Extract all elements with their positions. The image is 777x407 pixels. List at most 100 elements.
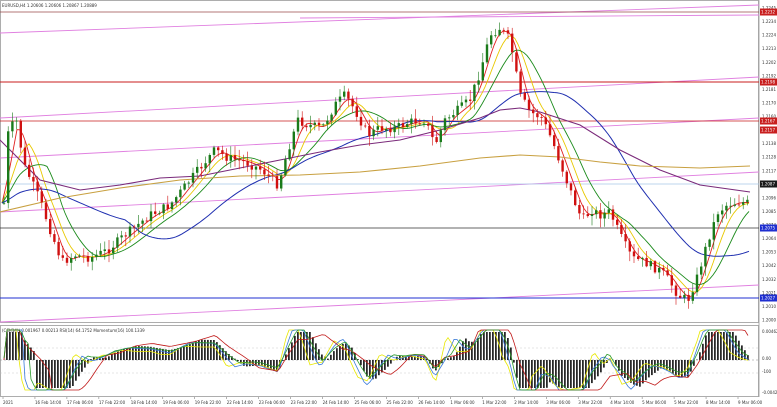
price-scale-label: 1.2192 xyxy=(762,73,776,78)
candle-body xyxy=(254,166,258,170)
candle-body xyxy=(116,237,119,248)
candle-body xyxy=(603,212,606,219)
histogram-bar xyxy=(573,360,575,388)
horizontal-levels[interactable] xyxy=(0,11,759,299)
candle-body xyxy=(721,210,724,215)
candle-body xyxy=(406,124,409,127)
histogram-bar xyxy=(333,351,335,360)
candle-body xyxy=(578,205,581,214)
histogram-bar xyxy=(156,348,158,360)
candle-body xyxy=(179,189,182,198)
histogram-bar xyxy=(615,360,617,366)
histogram-bar xyxy=(360,360,362,366)
candle-body xyxy=(485,44,489,63)
price-tag xyxy=(760,294,777,302)
histogram-bar xyxy=(507,338,509,360)
candle-body xyxy=(561,160,564,172)
price-scale-label: 1.2021 xyxy=(762,290,776,295)
histogram-bar xyxy=(387,360,389,367)
candle-body xyxy=(519,71,522,93)
histogram-bar xyxy=(186,344,188,360)
candle-body xyxy=(414,118,417,124)
candle-body xyxy=(95,254,98,257)
histogram-bar xyxy=(24,340,26,360)
histogram-bar xyxy=(462,341,464,360)
candle-body xyxy=(183,183,186,190)
histogram-bar xyxy=(267,360,269,369)
histogram-bar xyxy=(456,352,458,360)
histogram-bar xyxy=(114,352,116,360)
histogram-bar xyxy=(588,360,590,388)
histogram-bar xyxy=(273,360,275,371)
candle-body xyxy=(15,120,18,122)
time-label: 23 Feb 22:00 xyxy=(291,400,318,405)
candle-body xyxy=(385,128,388,131)
histogram-bar xyxy=(546,360,548,388)
ma-blue-line xyxy=(1,91,750,257)
price-scale-label: 1.2032 xyxy=(762,277,776,282)
candle-body xyxy=(204,163,207,169)
symbol-info: EURUSD,H4 1.20606 1.20606 1.20867 1.2088… xyxy=(2,3,97,8)
candle-body xyxy=(225,154,228,161)
histogram-bar xyxy=(231,356,233,360)
time-axis: 2021 16 Feb 14:00 17 Feb 06:00 17 Feb 22:00… xyxy=(2,397,763,405)
ma-purple-line xyxy=(0,107,751,193)
trend-lines[interactable] xyxy=(0,4,760,323)
candle-body xyxy=(532,109,535,114)
candle-body xyxy=(452,115,455,118)
candle-body xyxy=(221,150,224,154)
histogram-bar xyxy=(567,360,569,388)
histogram-bar xyxy=(141,346,143,360)
candle-body xyxy=(494,35,497,37)
histogram-bar xyxy=(495,332,497,360)
candle-body xyxy=(267,174,270,176)
candle-body xyxy=(309,124,312,128)
indicator-info: (CCI(14)) 0.001967 0.00213 RSI(14) 64.17… xyxy=(2,328,145,333)
candle-body xyxy=(166,204,169,209)
candle-body xyxy=(149,211,153,222)
candle-body xyxy=(271,175,274,177)
candle-body xyxy=(368,125,371,137)
candle-body xyxy=(242,160,245,162)
histogram-bar xyxy=(522,360,524,388)
osc-red-line xyxy=(3,329,749,391)
histogram-bar xyxy=(624,360,626,378)
candle-body xyxy=(628,241,631,252)
candle-body xyxy=(200,166,203,169)
candle-body xyxy=(410,118,413,125)
histogram-bar xyxy=(294,335,296,360)
candle-body xyxy=(187,182,190,184)
candle-body xyxy=(99,250,102,255)
histogram-bar xyxy=(153,347,155,360)
histogram-bar xyxy=(543,360,545,388)
histogram-bar xyxy=(54,360,56,388)
histogram-bar xyxy=(177,348,179,360)
histogram-bar xyxy=(741,345,743,360)
histogram-bar xyxy=(342,344,344,360)
price-tag xyxy=(760,8,777,16)
histogram-bar xyxy=(207,339,209,360)
histogram-bar xyxy=(33,351,35,360)
indicator-scale-label: -100 xyxy=(762,369,772,374)
candle-body xyxy=(343,91,346,97)
time-label: 23 Feb 06:00 xyxy=(259,400,286,405)
candle-body xyxy=(124,235,127,237)
candle-body xyxy=(322,124,325,126)
histogram-bar xyxy=(189,343,191,360)
histogram-bar xyxy=(528,360,530,388)
price-tag-label: 1.2167 xyxy=(761,119,775,124)
histogram-bar xyxy=(516,360,518,378)
histogram-bar xyxy=(276,360,278,372)
histogram-bar xyxy=(42,360,44,388)
candle-body xyxy=(422,123,426,125)
histogram-bar xyxy=(63,360,65,388)
candle-body xyxy=(502,29,505,31)
candle-body xyxy=(170,202,174,209)
histogram-bar xyxy=(351,347,353,360)
candle-body xyxy=(540,117,543,118)
histogram-bar xyxy=(672,360,674,374)
histogram-bar xyxy=(702,343,704,360)
candle-body xyxy=(397,123,400,127)
